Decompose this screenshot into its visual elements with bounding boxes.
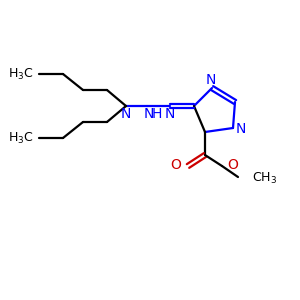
Text: N: N: [206, 73, 216, 87]
Text: N: N: [236, 122, 246, 136]
Text: N: N: [165, 107, 175, 121]
Text: CH$_3$: CH$_3$: [252, 170, 277, 185]
Text: H$_3$C: H$_3$C: [8, 66, 34, 82]
Text: H$_3$C: H$_3$C: [8, 130, 34, 146]
Text: O: O: [170, 158, 181, 172]
Text: H: H: [152, 107, 162, 121]
Text: N: N: [144, 107, 154, 121]
Text: O: O: [227, 158, 238, 172]
Text: N: N: [121, 107, 131, 121]
